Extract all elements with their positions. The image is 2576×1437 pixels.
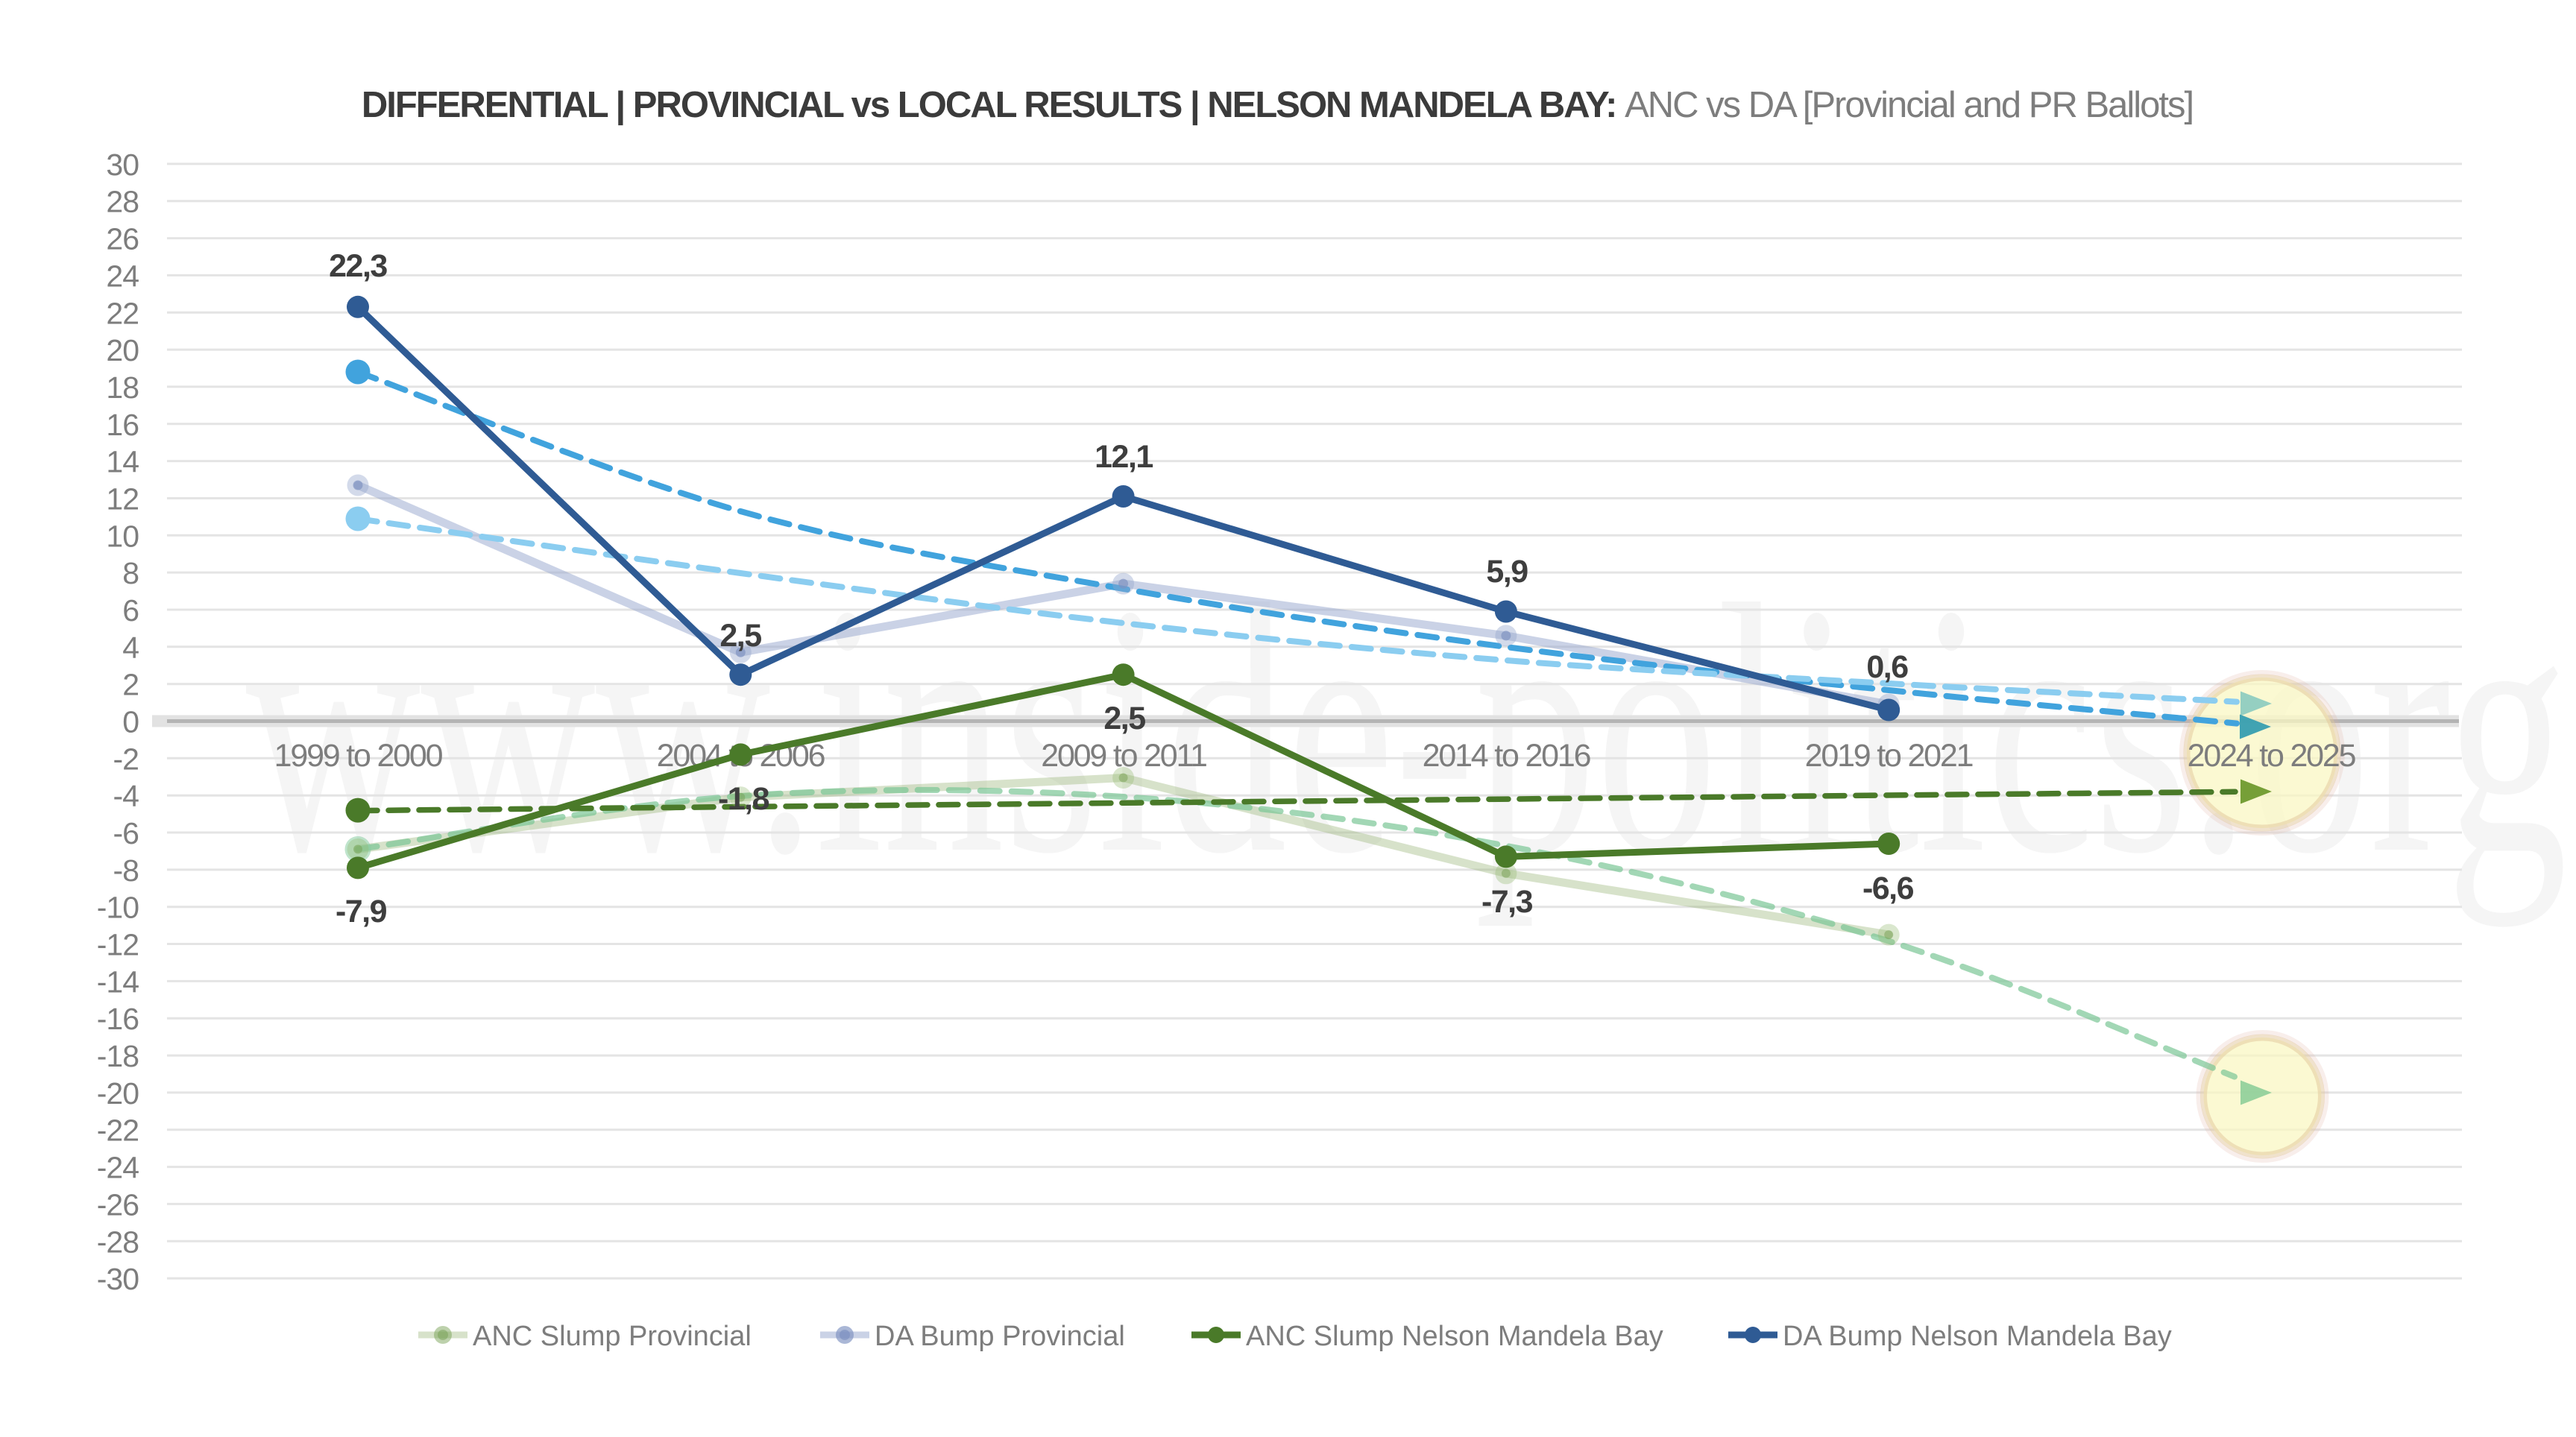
svg-text:-6,6: -6,6 — [1862, 871, 1914, 906]
svg-text:-28: -28 — [97, 1225, 139, 1259]
svg-text:16: 16 — [106, 408, 139, 442]
svg-text:2024 to 2025: 2024 to 2025 — [2188, 738, 2356, 774]
svg-text:-7,3: -7,3 — [1481, 884, 1533, 920]
svg-text:22: 22 — [106, 296, 139, 330]
svg-text:DIFFERENTIAL | PROVINCIAL vs L: DIFFERENTIAL | PROVINCIAL vs LOCAL RESUL… — [362, 85, 2193, 125]
svg-text:ANC Slump Provincial: ANC Slump Provincial — [473, 1321, 752, 1352]
svg-text:2,5: 2,5 — [719, 618, 761, 654]
svg-text:2014 to 2016: 2014 to 2016 — [1423, 738, 1591, 774]
svg-text:24: 24 — [106, 259, 139, 293]
svg-text:-6: -6 — [113, 816, 139, 850]
svg-text:-20: -20 — [97, 1076, 139, 1111]
svg-text:18: 18 — [106, 370, 139, 405]
svg-text:2009 to 2011: 2009 to 2011 — [1041, 738, 1206, 774]
svg-text:-7,9: -7,9 — [336, 894, 387, 929]
svg-text:-4: -4 — [113, 779, 139, 813]
svg-text:0,6: 0,6 — [1866, 649, 1908, 685]
svg-text:-8: -8 — [113, 853, 139, 888]
svg-text:ANC Slump Nelson Mandela Bay: ANC Slump Nelson Mandela Bay — [1246, 1321, 1663, 1352]
svg-text:2,5: 2,5 — [1103, 701, 1145, 736]
svg-text:4: 4 — [122, 631, 139, 665]
svg-text:DA Bump Provincial: DA Bump Provincial — [875, 1321, 1125, 1352]
svg-text:-18: -18 — [97, 1039, 139, 1073]
svg-text:2019 to 2021: 2019 to 2021 — [1805, 738, 1973, 774]
svg-text:-2: -2 — [113, 742, 139, 776]
svg-text:DA Bump Nelson Mandela Bay: DA Bump Nelson Mandela Bay — [1783, 1321, 2172, 1352]
svg-text:12: 12 — [106, 482, 139, 517]
svg-text:14: 14 — [106, 445, 139, 479]
svg-text:-22: -22 — [97, 1114, 139, 1148]
svg-text:2: 2 — [122, 668, 139, 702]
svg-text:-30: -30 — [97, 1262, 139, 1296]
svg-text:22,3: 22,3 — [329, 248, 387, 284]
svg-text:-10: -10 — [97, 891, 139, 925]
svg-text:-26: -26 — [97, 1187, 139, 1222]
svg-text:20: 20 — [106, 333, 139, 367]
svg-text:5,9: 5,9 — [1486, 554, 1528, 590]
svg-text:30: 30 — [106, 148, 139, 182]
svg-text:-1,8: -1,8 — [718, 781, 769, 817]
svg-text:6: 6 — [122, 593, 139, 628]
svg-text:1999 to 2000: 1999 to 2000 — [274, 738, 443, 774]
svg-text:26: 26 — [106, 222, 139, 256]
svg-text:28: 28 — [106, 185, 139, 219]
svg-text:-24: -24 — [97, 1151, 139, 1185]
svg-text:12,1: 12,1 — [1095, 439, 1153, 475]
svg-text:0: 0 — [122, 705, 139, 739]
svg-text:10: 10 — [106, 519, 139, 553]
svg-text:www.inside-politics.org: www.inside-politics.org — [246, 531, 2568, 928]
svg-text:-12: -12 — [97, 928, 139, 962]
svg-text:-14: -14 — [97, 964, 139, 999]
svg-text:-16: -16 — [97, 1002, 139, 1036]
svg-text:8: 8 — [122, 556, 139, 590]
